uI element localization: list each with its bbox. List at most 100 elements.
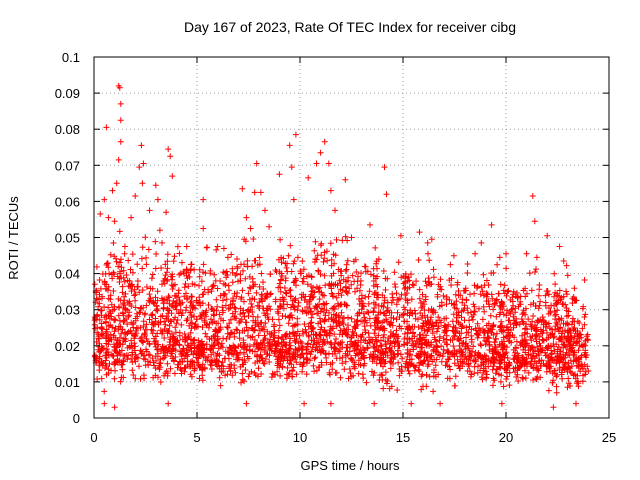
roti-outlier-point — [200, 225, 207, 232]
y-tick-label: 0.09 — [55, 86, 80, 101]
roti-outlier-point — [531, 218, 538, 225]
roti-outlier-point — [200, 196, 207, 203]
roti-outlier-point — [488, 221, 495, 228]
roti-outlier-point — [116, 84, 123, 91]
roti-outlier-point — [167, 153, 174, 160]
roti-outlier-point — [428, 236, 435, 243]
roti-outlier-point — [136, 164, 143, 171]
roti-outlier-point — [342, 176, 349, 183]
roti-outlier-point — [286, 142, 293, 149]
roti-outlier-point — [301, 400, 308, 407]
roti-outlier-point — [556, 243, 563, 250]
roti-outlier-point — [348, 234, 355, 241]
roti-outlier-point — [294, 254, 301, 261]
roti-outlier-point — [251, 189, 258, 196]
roti-outlier-point — [447, 261, 454, 268]
roti-outlier-point — [128, 214, 135, 221]
y-tick-label: 0.06 — [55, 194, 80, 209]
roti-outlier-point — [321, 138, 328, 145]
roti-outlier-point — [169, 173, 176, 180]
roti-outlier-point — [266, 223, 273, 230]
data-points — [91, 82, 592, 411]
roti-outlier-point — [550, 404, 557, 411]
roti-outlier-point — [325, 160, 332, 167]
roti-outlier-point — [498, 400, 505, 407]
roti-outlier-point — [165, 146, 172, 153]
roti-outlier-point — [437, 400, 444, 407]
roti-outlier-point — [416, 229, 423, 236]
roti-outlier-point — [243, 214, 250, 221]
roti-outlier-point — [138, 142, 145, 149]
roti-outlier-point — [253, 160, 260, 167]
roti-outlier-point — [424, 239, 431, 246]
x-tick-label: 25 — [602, 430, 616, 445]
roti-outlier-point — [290, 196, 297, 203]
roti-outlier-point — [408, 400, 415, 407]
roti-outlier-point — [529, 193, 536, 199]
roti-outlier-point — [560, 258, 567, 264]
roti-outlier-point — [121, 243, 128, 250]
chart-title: Day 167 of 2023, Rate Of TEC Index for r… — [184, 19, 516, 35]
roti-outlier-point — [101, 400, 108, 407]
x-tick-label: 5 — [193, 430, 200, 445]
roti-outlier-point — [117, 138, 124, 145]
roti-outlier-point — [156, 227, 163, 234]
roti-outlier-point — [327, 187, 334, 194]
roti-outlier-point — [381, 164, 388, 171]
roti-outlier-point — [397, 232, 404, 239]
roti-outlier-point — [533, 254, 540, 261]
axis-ticks: 0 5 10 15 20 25 0 0.01 0.02 0.03 0.04 0.05 0.06 0.07 0… — [55, 50, 617, 445]
roti-outlier-point — [292, 131, 299, 138]
x-tick-label: 0 — [90, 430, 97, 445]
roti-outlier-point — [165, 400, 172, 407]
roti-outlier-point — [105, 214, 112, 221]
y-tick-label: 0.07 — [55, 158, 80, 173]
roti-outlier-point — [503, 250, 509, 257]
y-tick-label: 0.01 — [55, 375, 80, 390]
roti-outlier-point — [472, 250, 479, 257]
roti-outlier-point — [239, 185, 246, 192]
y-tick-label: 0 — [73, 411, 80, 426]
roti-outlier-point — [103, 124, 110, 131]
y-tick-label: 0.04 — [55, 267, 80, 282]
roti-outlier-point — [332, 207, 338, 214]
roti-outlier-point — [564, 272, 571, 279]
roti-outlier-point — [313, 160, 320, 167]
roti-outlier-point — [544, 232, 551, 239]
roti-point-cloud — [91, 228, 592, 396]
roti-outlier-point — [163, 209, 170, 216]
roti-outlier-point — [224, 254, 231, 261]
roti-outlier-point — [117, 100, 124, 107]
roti-outlier-point — [101, 196, 108, 203]
roti-outlier-point — [247, 225, 254, 232]
roti-outlier-point — [523, 250, 530, 257]
roti-outlier-point — [159, 239, 165, 246]
y-tick-label: 0.02 — [55, 339, 80, 354]
roti-outlier-point — [111, 404, 118, 411]
roti-outlier-point — [132, 193, 139, 199]
roti-outlier-point — [305, 174, 312, 181]
x-axis-label: GPS time / hours — [301, 458, 400, 473]
roti-outlier-point — [367, 221, 373, 228]
x-tick-label: 20 — [499, 430, 513, 445]
roti-outlier-point — [257, 189, 264, 196]
roti-outlier-point — [288, 164, 295, 171]
roti-outlier-point — [243, 400, 250, 407]
roti-outlier-point — [496, 254, 503, 261]
y-tick-label: 0.03 — [55, 303, 80, 318]
y-axis-label: ROTI / TECUs — [6, 196, 21, 280]
x-tick-label: 10 — [293, 430, 307, 445]
roti-outlier-point — [183, 243, 190, 250]
roti-outlier-point — [139, 180, 146, 187]
roti-outlier-point — [97, 211, 104, 217]
roti-outlier-point — [111, 218, 118, 225]
roti-outlier-point — [113, 180, 120, 187]
roti-outlier-point — [327, 400, 334, 407]
y-tick-label: 0.08 — [55, 122, 80, 137]
roti-outlier-point — [262, 207, 268, 214]
roti-outlier-point — [478, 239, 485, 246]
roti-outlier-point — [573, 400, 579, 407]
roti-outlier-point — [152, 182, 159, 189]
